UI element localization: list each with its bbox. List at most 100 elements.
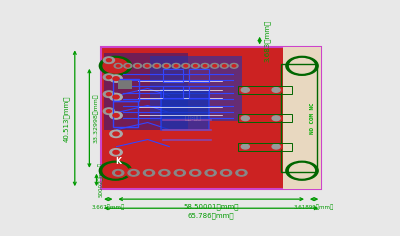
Circle shape — [190, 170, 201, 176]
Circle shape — [103, 108, 114, 114]
Bar — [238, 143, 292, 151]
Circle shape — [113, 170, 124, 176]
Circle shape — [116, 171, 121, 174]
Circle shape — [113, 95, 119, 99]
Circle shape — [177, 171, 182, 174]
Circle shape — [184, 65, 188, 67]
Circle shape — [201, 63, 209, 68]
Circle shape — [174, 170, 186, 176]
Bar — [118, 79, 132, 88]
Bar — [189, 69, 209, 82]
Circle shape — [220, 63, 228, 68]
Circle shape — [213, 65, 216, 67]
Circle shape — [103, 57, 114, 63]
Circle shape — [110, 75, 122, 82]
Circle shape — [272, 88, 280, 92]
Bar — [245, 144, 276, 149]
Circle shape — [191, 63, 200, 68]
Bar — [238, 86, 292, 94]
Circle shape — [144, 170, 154, 176]
Bar — [283, 47, 321, 189]
Circle shape — [110, 93, 122, 101]
Circle shape — [236, 170, 247, 176]
Circle shape — [134, 63, 142, 68]
Text: 3.61899（mm）: 3.61899（mm） — [294, 204, 334, 210]
Circle shape — [128, 170, 139, 176]
Circle shape — [239, 171, 244, 174]
Circle shape — [155, 65, 159, 67]
Circle shape — [162, 63, 170, 68]
Circle shape — [159, 170, 170, 176]
Circle shape — [103, 164, 128, 178]
Circle shape — [241, 88, 249, 92]
Circle shape — [110, 149, 122, 156]
Bar — [113, 101, 138, 127]
Circle shape — [270, 86, 282, 93]
Circle shape — [194, 65, 197, 67]
Circle shape — [290, 59, 314, 73]
Circle shape — [241, 144, 249, 149]
Bar — [238, 114, 292, 122]
Circle shape — [103, 59, 128, 73]
Circle shape — [208, 171, 213, 174]
Circle shape — [203, 65, 207, 67]
Circle shape — [106, 76, 111, 79]
Circle shape — [270, 115, 282, 122]
Circle shape — [113, 151, 119, 154]
Circle shape — [124, 63, 132, 68]
Bar — [163, 86, 183, 98]
Bar — [281, 64, 317, 172]
Text: K: K — [115, 157, 121, 166]
Circle shape — [136, 65, 139, 67]
Circle shape — [131, 171, 136, 174]
Circle shape — [113, 77, 119, 80]
Circle shape — [239, 86, 252, 93]
Circle shape — [234, 168, 249, 177]
Circle shape — [172, 168, 188, 177]
Circle shape — [188, 168, 203, 177]
Bar — [150, 56, 242, 121]
Text: NO COM NC: NO COM NC — [310, 102, 314, 134]
Circle shape — [99, 161, 132, 180]
Circle shape — [110, 130, 122, 138]
Circle shape — [141, 168, 157, 177]
Bar — [245, 116, 276, 121]
Circle shape — [182, 63, 190, 68]
Circle shape — [239, 143, 252, 150]
Circle shape — [203, 168, 218, 177]
Circle shape — [114, 63, 122, 68]
Circle shape — [211, 63, 219, 68]
Circle shape — [220, 170, 232, 176]
Circle shape — [126, 65, 130, 67]
Bar — [160, 90, 209, 130]
Circle shape — [116, 65, 120, 67]
Bar — [245, 88, 276, 92]
Text: 40.513（mm）: 40.513（mm） — [64, 95, 70, 142]
Circle shape — [172, 63, 180, 68]
Text: 33.32998（mm）: 33.32998（mm） — [92, 93, 98, 143]
Circle shape — [193, 171, 198, 174]
Circle shape — [270, 143, 282, 150]
Circle shape — [224, 171, 228, 174]
Circle shape — [218, 168, 234, 177]
Circle shape — [143, 63, 151, 68]
Text: 65.786（mm）: 65.786（mm） — [188, 212, 234, 219]
Bar — [113, 80, 139, 101]
Bar — [101, 47, 321, 189]
Circle shape — [113, 114, 119, 117]
Circle shape — [103, 91, 114, 97]
Text: 3.667（mm）: 3.667（mm） — [92, 204, 125, 210]
Circle shape — [106, 110, 111, 113]
Bar — [189, 86, 209, 98]
Circle shape — [286, 56, 318, 75]
Circle shape — [110, 112, 122, 119]
Circle shape — [272, 116, 280, 121]
Circle shape — [162, 171, 167, 174]
Text: 58.50001（mm）: 58.50001（mm） — [184, 203, 239, 210]
Circle shape — [110, 168, 126, 177]
Text: 来源:淘宝: 来源:淘宝 — [185, 115, 202, 121]
Circle shape — [286, 161, 318, 180]
Circle shape — [272, 144, 280, 149]
Text: 3.683（mm）: 3.683（mm） — [263, 19, 270, 62]
Bar — [163, 69, 183, 82]
